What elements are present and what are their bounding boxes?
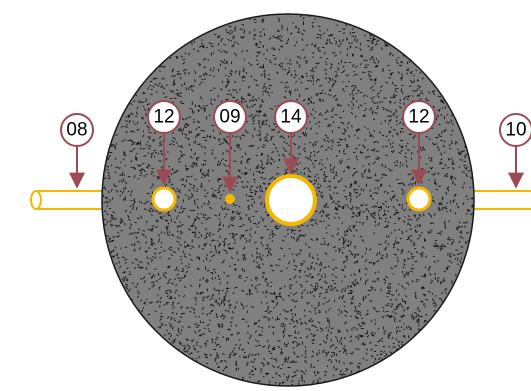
right-hole — [406, 186, 432, 212]
left-rod-body — [36, 190, 107, 210]
callout-left-rod-label: 08 — [66, 120, 87, 141]
left-rod-end — [30, 190, 42, 210]
callout-right-rod: 10 — [499, 113, 531, 147]
callout-left-hole-label: 12 — [153, 107, 174, 128]
left-hole — [151, 186, 177, 212]
right-rod — [470, 190, 531, 210]
callout-left-hole: 12 — [147, 100, 181, 134]
small-hole — [225, 194, 235, 204]
callout-right-hole: 12 — [402, 100, 436, 134]
disc-outline — [101, 13, 475, 387]
callout-center-hole-label: 14 — [280, 107, 302, 128]
callout-left-rod: 08 — [60, 113, 94, 147]
left-rod — [30, 190, 107, 210]
callout-small-hole: 09 — [213, 100, 247, 134]
callout-right-hole-label: 12 — [408, 107, 429, 128]
callout-center-hole: 14 — [274, 100, 308, 134]
callout-right-rod-label: 10 — [505, 120, 526, 141]
center-hole — [265, 174, 317, 226]
callout-small-hole-label: 09 — [219, 107, 240, 128]
